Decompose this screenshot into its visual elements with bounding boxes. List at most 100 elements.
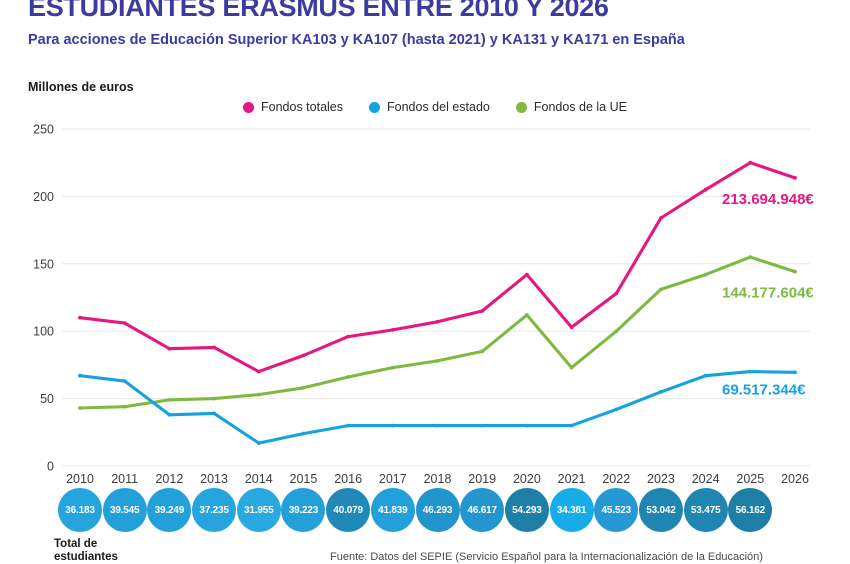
student-total-badge-value: 31.955 [244,504,274,516]
x-axis-tick: 2015 [290,472,318,486]
data-point-marker [435,423,440,428]
data-point-marker [346,423,350,428]
series-end-labels: 213.694.948€ 144.177.604€ 69.517.344€ [722,191,814,398]
y-axis-tick: 150 [33,257,54,271]
x-axis-tick: 2023 [647,472,675,486]
data-point-marker [390,365,395,370]
data-point-marker [748,255,753,259]
data-point-marker [256,369,261,374]
student-total-badge: 56.162 [728,488,773,532]
chart-legend: Fondos totales Fondos del estado Fondos … [243,100,627,114]
data-point-marker [793,176,797,180]
x-axis-tick: 2017 [379,472,407,486]
y-axis-tick-labels: 0 50 100 150 200 250 [33,123,54,474]
x-axis-tick: 2010 [66,472,94,486]
student-total-badge-value: 46.617 [467,504,497,516]
data-point-marker [569,325,574,330]
student-total-badge: 36.183 [58,488,102,532]
student-total-badge-value: 39.249 [154,504,185,516]
data-point-marker [435,359,440,363]
data-point-marker [122,321,127,325]
data-point-marker [569,365,574,370]
student-total-badge-value: 37.235 [199,504,229,516]
student-total-badge: 53.042 [638,488,683,532]
legend-item-fondos-de-la-ue[interactable]: Fondos de la UE [515,100,627,114]
data-point-marker [480,309,485,313]
data-point-marker [614,291,619,296]
data-point-marker [122,379,127,383]
data-point-marker [525,313,529,317]
data-point-marker [212,396,217,401]
data-point-marker [78,373,82,378]
page-subtitle: Para acciones de Educación Superior KA10… [28,32,685,48]
data-point-marker [301,431,306,436]
data-series-lines [78,161,797,445]
x-axis-tick: 2025 [736,472,764,486]
student-total-badge-value: 39.223 [288,504,319,516]
data-point-marker [256,441,261,445]
series-line-fondos-de-la-ue [78,255,797,410]
series-end-label: 69.517.344€ [722,381,806,398]
legend-item-fondos-del-estado[interactable]: Fondos del estado [369,100,490,114]
student-total-badge-value: 53.042 [646,504,676,516]
data-point-marker [748,369,753,374]
student-total-badge: 46.617 [460,488,505,532]
student-total-badge: 53.475 [683,488,728,532]
student-total-badge: 39.249 [147,488,192,532]
data-point-marker [703,272,708,277]
student-total-badge-value: 34.381 [556,504,587,516]
student-total-badge: 40.079 [326,488,371,532]
legend-item-fondos-totales[interactable]: Fondos totales [243,100,343,114]
data-point-marker [256,392,261,397]
student-total-badge: 37.235 [192,488,237,532]
x-axis-tick: 2018 [424,472,452,486]
x-axis-tick: 2019 [468,472,496,486]
data-point-marker [301,385,306,390]
data-point-marker [525,272,529,277]
data-point-marker [78,406,82,410]
data-point-marker [167,412,172,417]
data-point-marker [525,423,529,428]
data-point-marker [659,216,663,220]
data-point-marker [659,390,663,394]
y-axis-tick: 100 [33,325,54,339]
gridlines [62,128,810,467]
page-title: ESTUDIANTES ERASMUS ENTRE 2010 Y 2026 [28,0,609,22]
data-point-marker [703,187,708,192]
data-point-marker [703,373,708,378]
student-total-badge-value: 53.475 [690,504,721,516]
legend-dot-icon [369,101,380,113]
data-point-marker [390,423,395,428]
y-axis-unit-label: Millones de euros [28,80,134,94]
y-axis-tick: 50 [40,392,54,406]
data-point-marker [390,328,395,332]
badges-caption: Total de estudiantes [54,538,118,563]
data-point-marker [748,160,753,165]
x-axis-tick: 2016 [334,472,362,486]
x-axis-tick: 2026 [781,472,809,486]
legend-label: Fondos de la UE [533,100,627,114]
x-axis-tick-labels: 2010 2011 2012 2013 2014 2015 2016 2017 2018 2019… [66,472,809,486]
data-point-marker [793,370,797,375]
data-point-marker [569,423,574,428]
legend-label: Fondos totales [261,100,343,114]
data-point-marker [78,315,82,320]
data-point-marker [122,404,127,409]
student-total-badge-value: 46.293 [422,504,453,516]
data-point-marker [346,334,350,339]
x-axis-tick: 2020 [513,472,541,486]
student-total-badge: 54.293 [504,488,549,532]
series-line-fondos-totales [78,161,797,374]
data-point-marker [167,398,172,402]
x-axis-tick: 2013 [200,472,228,486]
series-end-label: 144.177.604€ [722,285,814,302]
data-point-marker [301,353,306,358]
data-point-markers [78,160,797,445]
data-point-marker [793,269,797,274]
student-total-badge-value: 54.293 [512,504,542,516]
header: ESTUDIANTES ERASMUS ENTRE 2010 Y 2026 Pa… [28,0,828,49]
y-axis-tick: 200 [33,190,54,204]
data-point-marker [435,319,440,324]
legend-label: Fondos del estado [387,100,490,114]
x-axis-tick: 2011 [111,472,138,486]
